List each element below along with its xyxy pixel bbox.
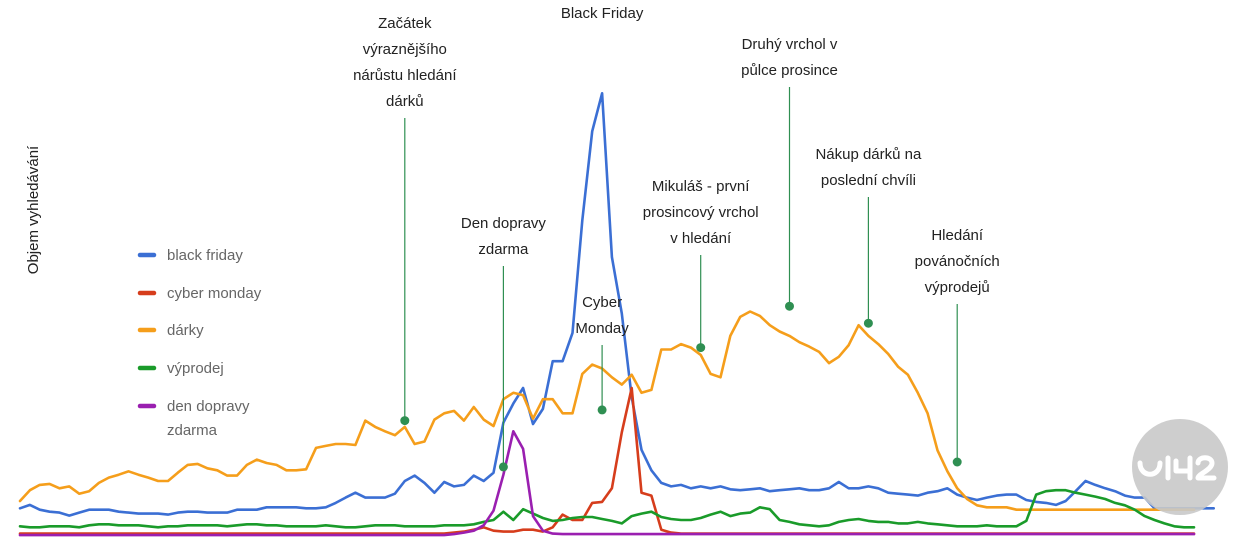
annotation-den-dopravy-zdarma: Den dopravy zdarma	[461, 215, 547, 472]
vi42-logo	[1132, 419, 1228, 515]
annotation-zacatek-vyraznejsiho-narustu-hledani-darku: Začátek výraznějšího nárůstu hledání dárků	[353, 15, 457, 426]
annotation-marker	[498, 462, 508, 472]
annotation-marker	[400, 416, 410, 426]
annotation-label: Den dopravy	[461, 215, 547, 232]
annotation-label: Mikuláš - první	[652, 178, 750, 195]
annotation-hledani-povanocnich-vyprodeju: Hledání povánočních výprodejů	[915, 227, 1000, 467]
annotation-mikulas-prvni-prosincovy-vrchol-v-hledani: Mikuláš - první prosincový vrchol v hledán…	[643, 178, 759, 353]
annotation-label: výprodejů	[925, 279, 990, 296]
legend: black friday cyber monday dárky výprodej den…	[137, 247, 262, 439]
annotation-layer: Začátek výraznějšího nárůstu hledání dárků D…	[353, 5, 1000, 472]
series-line-den-dopravy-zdarma	[18, 429, 1196, 537]
legend-label: dárky	[167, 322, 204, 339]
annotation-label: poslední chvíli	[821, 172, 916, 189]
annotation-label: Hledání	[931, 227, 984, 244]
annotation-label: dárků	[386, 93, 424, 110]
annotation-marker	[952, 457, 962, 467]
annotation-cyber-monday: Cyber Monday	[575, 294, 629, 415]
annotation-marker	[863, 318, 873, 328]
annotation-label: Nákup dárků na	[815, 146, 922, 163]
annotation-label: Monday	[575, 320, 629, 337]
annotation-label: nárůstu hledání	[353, 67, 457, 84]
legend-label: black friday	[167, 247, 243, 264]
legend-label: cyber monday	[167, 285, 262, 302]
annotation-label: Black Friday	[561, 5, 644, 22]
annotation-black-friday: Black Friday	[561, 5, 644, 22]
annotation-nakup-darku-na-posledni-chvili: Nákup dárků na poslední chvíli	[815, 146, 922, 328]
legend-item-cyber-monday: cyber monday	[137, 285, 262, 302]
annotation-label: Druhý vrchol v	[742, 36, 838, 53]
annotation-marker	[597, 405, 607, 415]
legend-label: den dopravy	[167, 398, 250, 415]
legend-item-vyprodej: výprodej	[137, 360, 224, 377]
annotation-label: v hledání	[670, 230, 732, 247]
annotation-label: půlce prosince	[741, 62, 838, 79]
legend-label: výprodej	[167, 360, 224, 377]
legend-item-darky: dárky	[137, 322, 204, 339]
series-line-black-friday	[18, 92, 1215, 517]
legend-item-black-friday: black friday	[137, 247, 243, 264]
annotation-label: výraznějšího	[363, 41, 447, 58]
annotation-label: Cyber	[582, 294, 622, 311]
series-layer	[18, 92, 1215, 537]
annotation-label: Začátek	[378, 15, 432, 32]
annotation-label: prosincový vrchol	[643, 204, 759, 221]
legend-label: zdarma	[167, 422, 218, 439]
series-line-vyprodej	[18, 488, 1196, 529]
annotation-label: zdarma	[478, 241, 529, 258]
annotation-druhy-vrchol-v-pulce-prosince: Druhý vrchol v půlce prosince	[741, 36, 838, 311]
legend-item-den-dopravy-zdarma: den dopravy zdarma	[137, 398, 250, 439]
series-line-darky	[18, 310, 1196, 512]
annotation-label: povánočních	[915, 253, 1000, 270]
annotation-marker	[785, 301, 794, 311]
annotation-marker	[696, 343, 706, 353]
y-axis-label: Objem vyhledávání	[25, 145, 42, 274]
